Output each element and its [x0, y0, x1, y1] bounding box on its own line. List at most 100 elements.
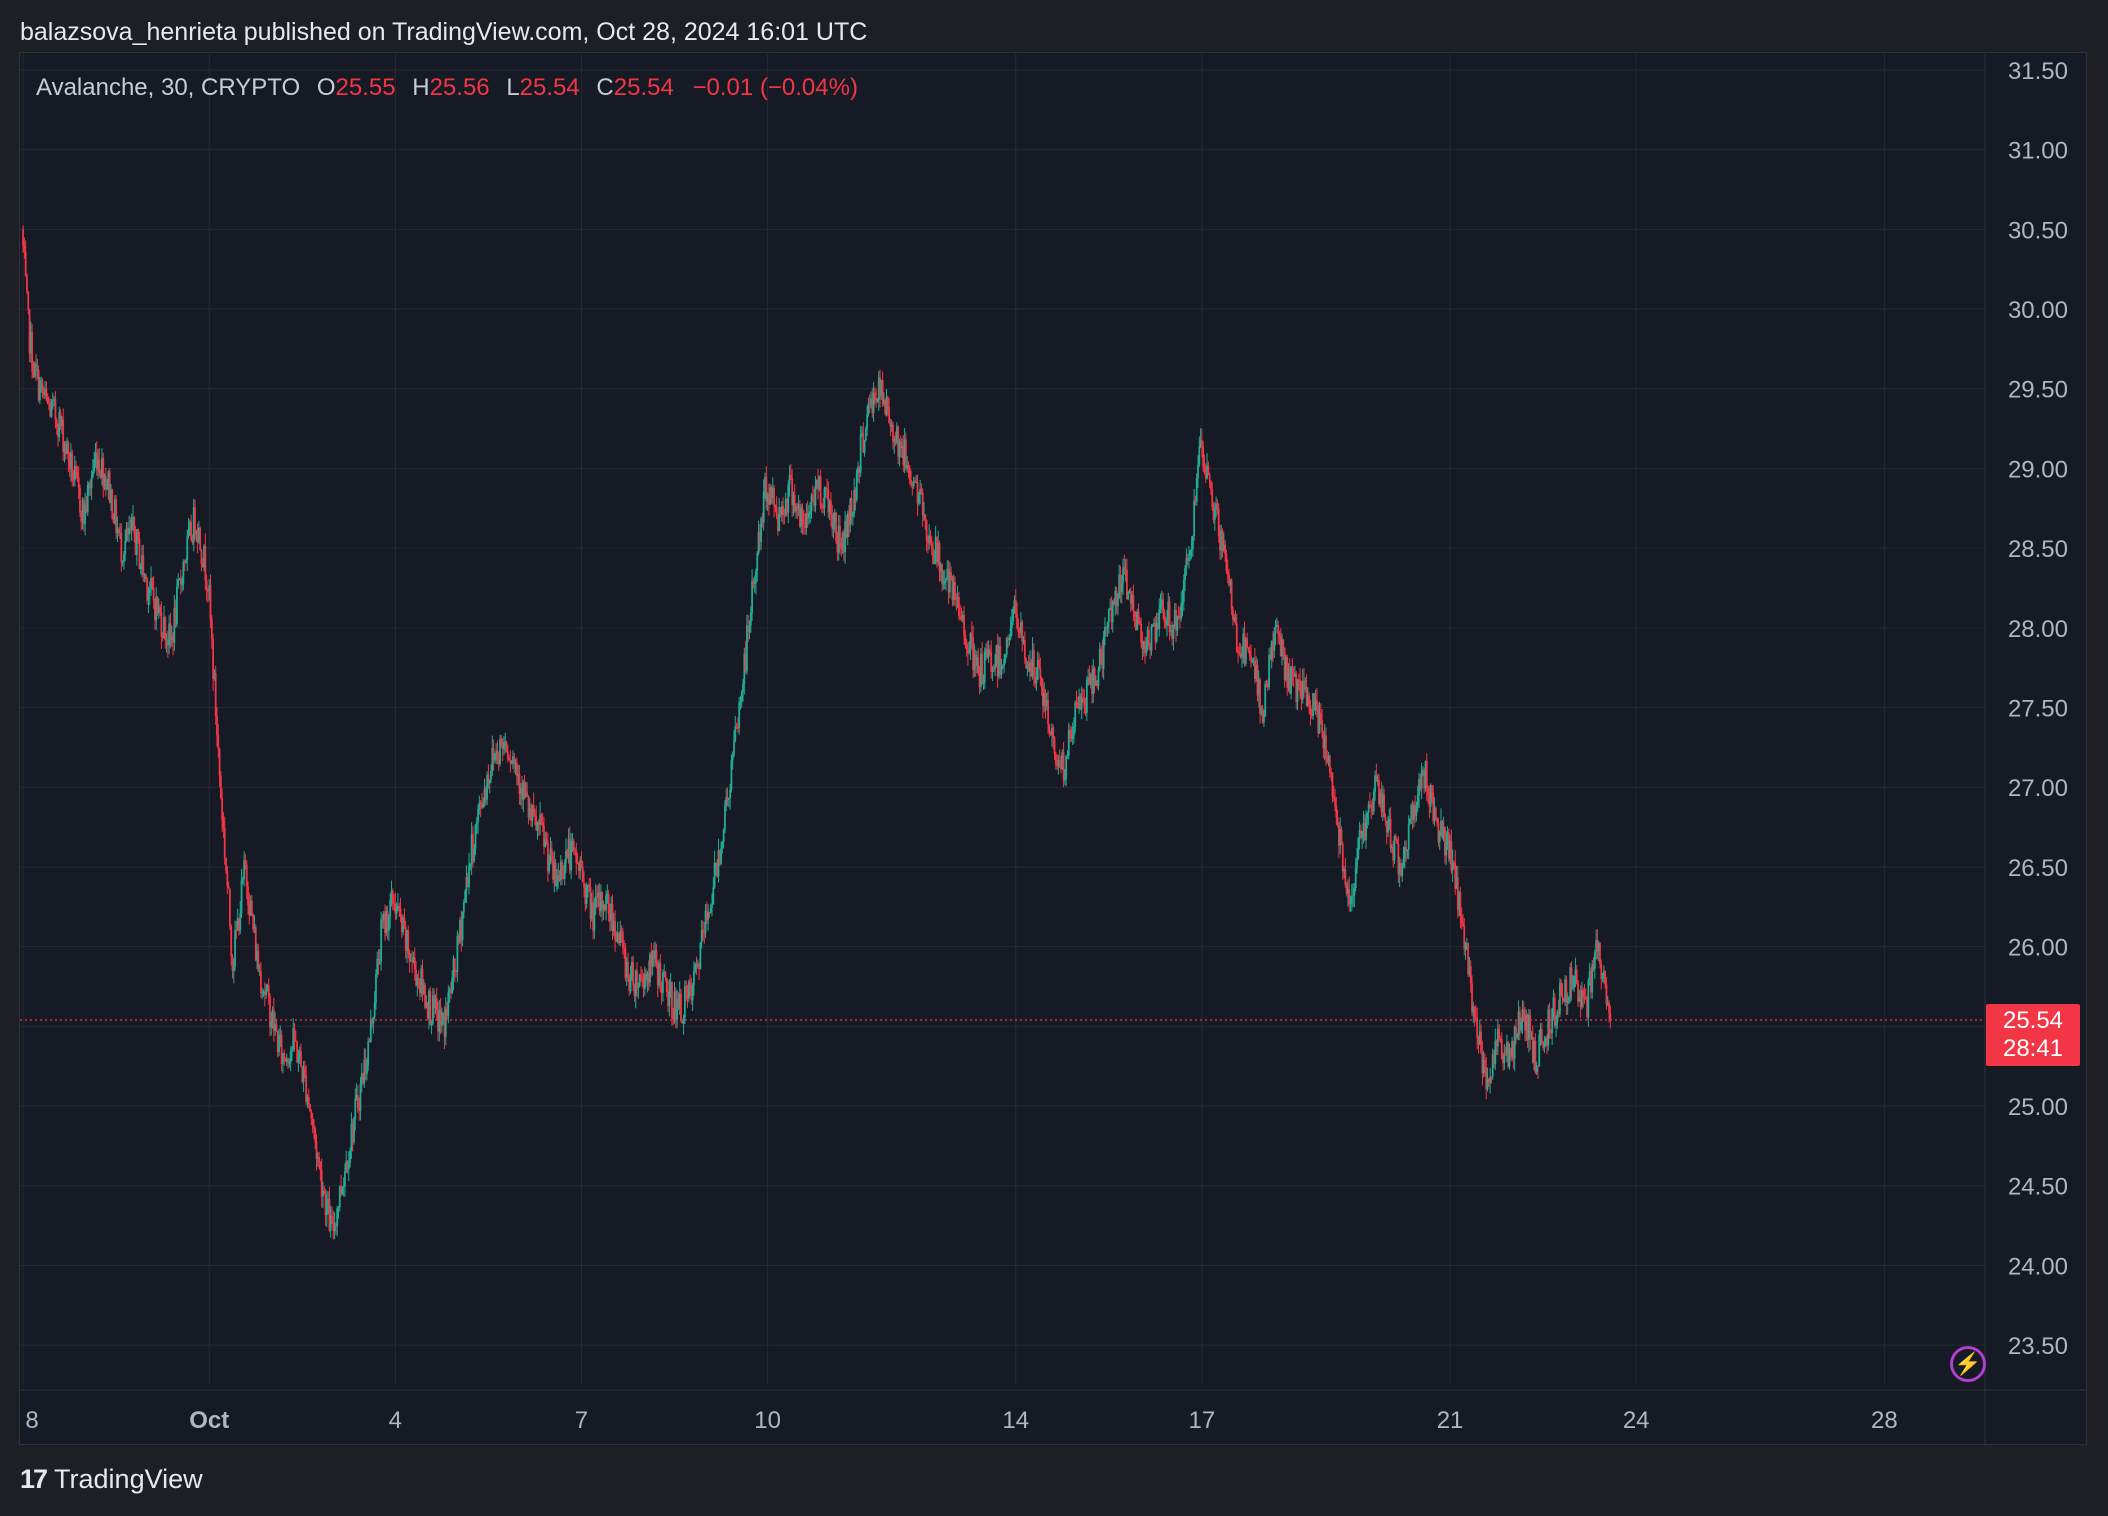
candle-body: [1548, 1009, 1551, 1033]
candle-body: [1495, 1040, 1498, 1047]
candle-body: [539, 814, 542, 825]
candle-body: [704, 910, 707, 933]
candle-body: [375, 973, 377, 1004]
candle-body: [138, 538, 141, 569]
candle-body: [298, 1051, 301, 1058]
candle-body: [926, 540, 929, 543]
candle-body: [1185, 558, 1188, 568]
candle-body: [1168, 601, 1171, 632]
candle-body: [1392, 846, 1395, 861]
candle-body: [587, 885, 589, 887]
candle-body: [791, 478, 794, 506]
legend-high-label: H: [412, 74, 430, 101]
candle-body: [729, 789, 732, 799]
candle-body: [1371, 807, 1374, 812]
candle-body: [1357, 838, 1360, 859]
candle-body: [291, 1049, 293, 1052]
candle-body: [143, 574, 146, 576]
candle-body: [1385, 820, 1388, 833]
candle-body: [221, 797, 224, 821]
candle-body: [196, 531, 199, 543]
candle-body: [699, 942, 702, 970]
candle-body: [1104, 627, 1106, 638]
candle-body: [150, 578, 152, 589]
candle-body: [695, 963, 698, 967]
candle-body: [1263, 715, 1265, 723]
candle-body: [939, 564, 942, 572]
candle-body: [879, 377, 881, 397]
candle-body: [478, 802, 481, 810]
candle-body: [793, 494, 796, 512]
candle-body: [1577, 983, 1579, 1002]
candle-body: [1242, 633, 1245, 655]
candle-body: [1182, 580, 1185, 602]
lightning-icon[interactable]: ⚡: [1950, 1346, 1986, 1382]
candle-body: [779, 507, 782, 515]
candle-body: [356, 1094, 359, 1109]
candle-body: [358, 1108, 361, 1111]
candle-body: [24, 252, 27, 277]
candle-body: [455, 970, 457, 973]
candle-body: [1500, 1038, 1503, 1059]
candle-body: [780, 506, 783, 515]
candle-body: [1106, 622, 1109, 628]
candle-body: [979, 653, 982, 687]
candle-body: [99, 472, 102, 478]
candle-body: [201, 564, 204, 568]
candle-body: [1049, 732, 1052, 735]
candle-body: [1459, 892, 1462, 917]
candle-body: [120, 532, 123, 563]
candle-body: [641, 978, 644, 980]
candle-body: [367, 1040, 370, 1066]
candle-body: [332, 1221, 335, 1232]
candle-body: [801, 508, 804, 523]
candle-body: [154, 600, 156, 621]
candle-body: [1366, 813, 1369, 819]
candle-body: [128, 528, 130, 535]
candle-body: [469, 863, 472, 866]
candle-body: [833, 512, 836, 523]
candle-body: [652, 950, 655, 959]
candle-body: [950, 572, 953, 578]
candle-body: [1005, 637, 1008, 655]
candle-body: [1310, 714, 1313, 716]
candle-body: [1530, 1036, 1533, 1038]
candle-body: [1157, 622, 1159, 629]
candle-body: [588, 885, 591, 888]
tradingview-logo[interactable]: 17 TradingView: [20, 1464, 203, 1495]
candle-body: [674, 991, 677, 1020]
candle-body: [530, 808, 532, 821]
candle-body: [799, 504, 801, 527]
candle-body: [721, 841, 724, 849]
y-tick-label: 27.00: [2008, 775, 2068, 802]
candle-body: [336, 1208, 339, 1227]
candle-body: [1583, 996, 1586, 998]
candle-body: [954, 582, 956, 598]
candle-body: [462, 901, 465, 913]
candle-body: [1609, 1012, 1612, 1020]
candle-body: [169, 623, 172, 641]
candle-body: [460, 920, 463, 940]
candle-body: [319, 1162, 322, 1170]
candle-body: [868, 403, 871, 405]
candle-body: [970, 633, 973, 638]
candle-body: [311, 1118, 314, 1125]
candle-body: [1124, 569, 1127, 571]
candle-body: [691, 984, 694, 1001]
candle-body: [1155, 622, 1158, 642]
candle-body: [1224, 544, 1227, 554]
candle-body: [503, 742, 505, 749]
candle-body: [1531, 1036, 1534, 1063]
candle-body: [861, 433, 863, 435]
candle-body: [1095, 680, 1097, 686]
legend-close-label: C: [596, 74, 614, 101]
candle-body: [689, 981, 691, 986]
candle-body: [58, 412, 61, 437]
candle-body: [898, 441, 901, 457]
x-tick-label: Oct: [189, 1407, 229, 1434]
candle-body: [1022, 639, 1025, 642]
candle-body: [1504, 1054, 1507, 1056]
candle-body: [1582, 989, 1585, 997]
candle-body: [989, 649, 991, 653]
